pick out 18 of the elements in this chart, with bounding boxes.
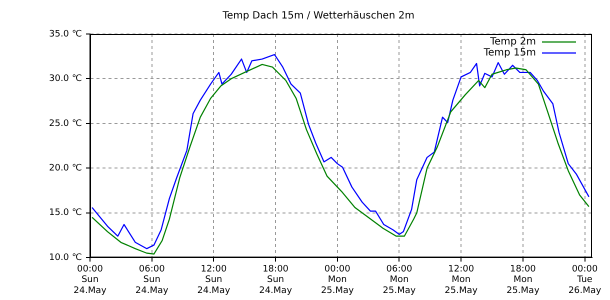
legend-label: Temp 2m — [489, 36, 536, 48]
y-tick-label: 20.0 ℃ — [48, 164, 82, 174]
y-tick-label: 35.0 ℃ — [48, 29, 82, 40]
y-tick-label: 15.0 ℃ — [48, 208, 82, 218]
x-tick-label: 12:00 Mon 25.May — [444, 264, 478, 296]
y-tick-label: 30.0 ℃ — [48, 74, 82, 84]
x-tick-label: 12:00 Sun 24.May — [197, 264, 231, 296]
y-tick-label: 25.0 ℃ — [48, 118, 82, 129]
x-tick-label: 00:00 Mon 25.May — [320, 264, 355, 296]
x-tick-label: 06:00 Mon 25.May — [382, 264, 416, 296]
legend-label: Temp 15m — [482, 48, 536, 59]
y-tick-label: 10.0 ℃ — [48, 252, 82, 263]
x-tick-label: 00:00 Sun 24.May — [74, 264, 108, 296]
x-tick-label: 18:00 Sun 24.May — [259, 264, 293, 296]
chart-title: Temp Dach 15m / Wetterhäuschen 2m — [222, 10, 414, 22]
x-tick-label: 18:00 Mon 25.May — [506, 264, 540, 296]
x-tick-label: 00:00 Tue 26.May — [568, 264, 602, 296]
x-tick-label: 06:00 Sun 24.May — [135, 264, 169, 296]
